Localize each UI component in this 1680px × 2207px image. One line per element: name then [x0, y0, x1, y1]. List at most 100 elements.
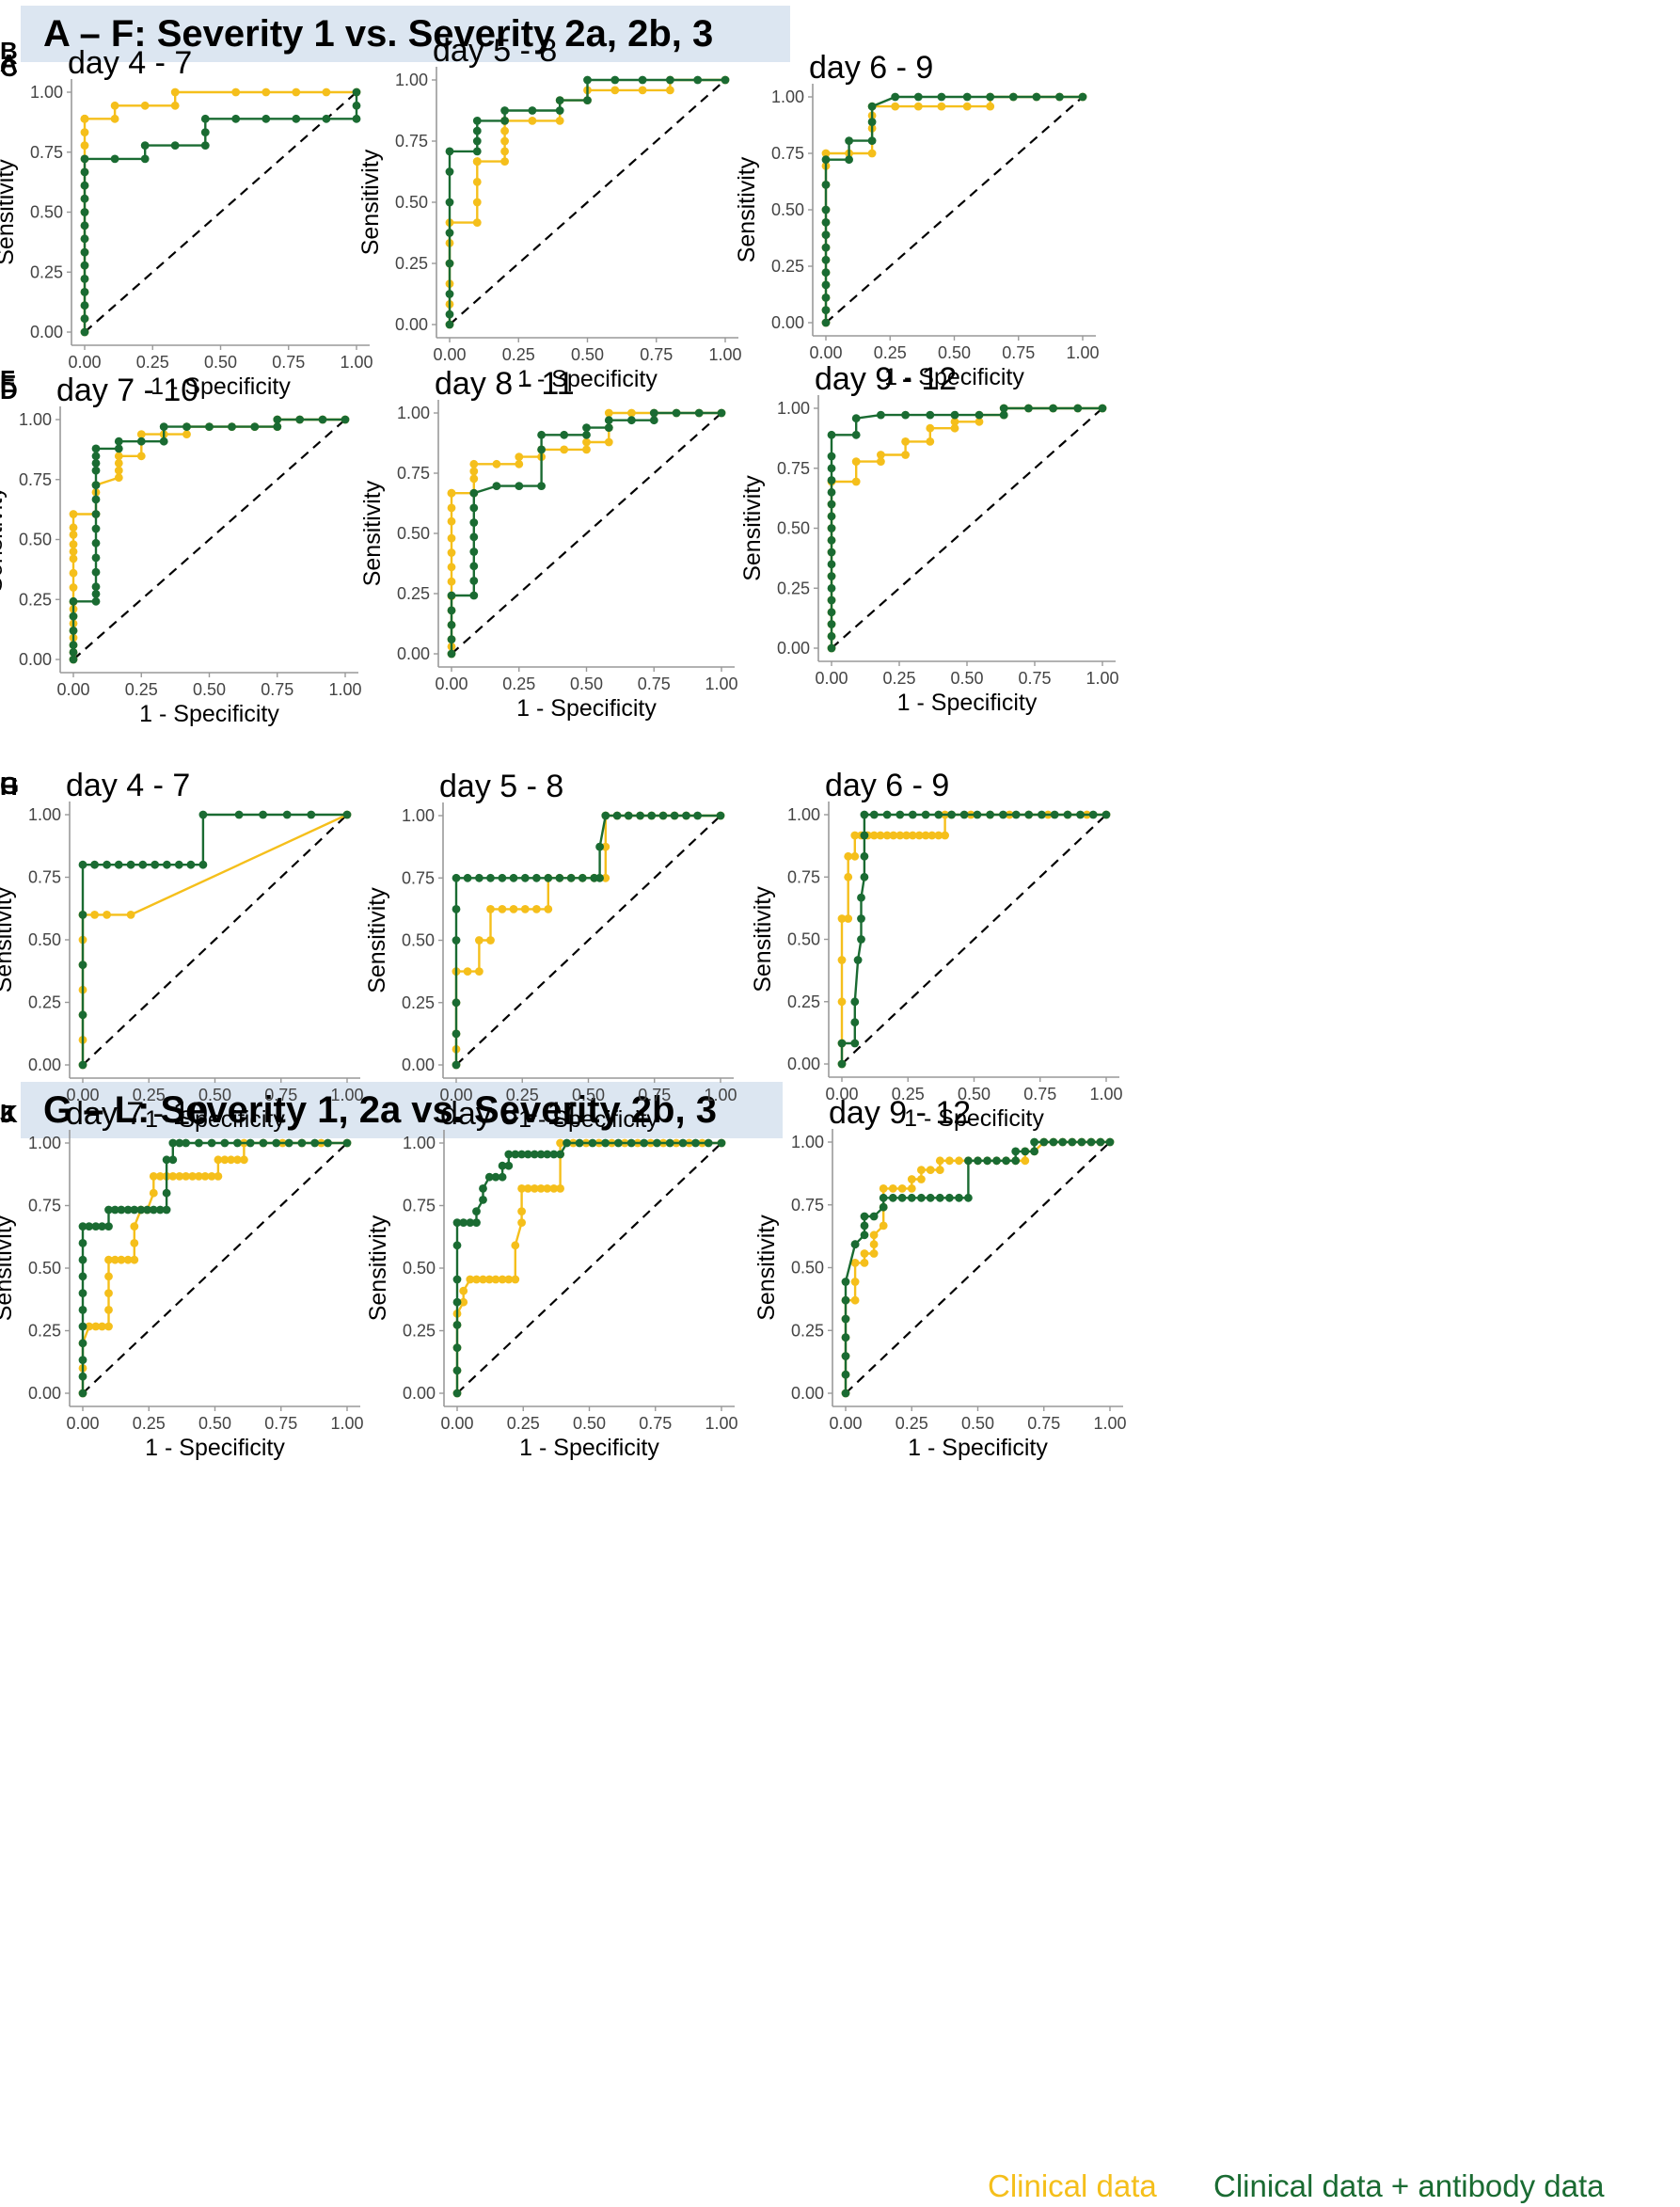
- roc-point-clinical-antibody: [841, 1352, 850, 1360]
- roc-point-clinical: [80, 141, 89, 151]
- roc-point-clinical-antibody: [560, 430, 569, 439]
- x-tick-label: 0.00: [440, 1414, 473, 1433]
- roc-point-clinical: [69, 523, 78, 532]
- roc-point-clinical-antibody: [1098, 404, 1107, 413]
- roc-point-clinical-antibody: [168, 1155, 178, 1165]
- y-tick-label: 0.50: [28, 930, 61, 949]
- x-tick-label: 0.50: [950, 669, 983, 688]
- roc-point-clinical: [322, 87, 331, 97]
- roc-point-clinical: [500, 136, 509, 146]
- roc-point-clinical: [69, 540, 78, 548]
- roc-point-clinical-antibody: [860, 1221, 869, 1231]
- roc-point-clinical: [104, 1289, 113, 1297]
- roc-point-clinical-antibody: [601, 811, 610, 820]
- roc-point-clinical-antibody: [246, 1138, 255, 1148]
- roc-point-clinical-antibody: [582, 423, 591, 432]
- roc-point-clinical-antibody: [821, 205, 831, 214]
- roc-point-clinical-antibody: [636, 811, 644, 820]
- roc-point-clinical-antibody: [891, 92, 900, 102]
- roc-point-clinical-antibody: [162, 1188, 171, 1198]
- roc-point-clinical: [103, 911, 111, 919]
- x-tick-label: 0.75: [272, 353, 305, 372]
- y-tick-label: 0.75: [28, 1197, 61, 1215]
- roc-point-clinical: [544, 905, 553, 913]
- roc-point-clinical-antibody: [447, 620, 456, 629]
- x-tick-label: 0.00: [815, 669, 848, 688]
- roc-point-clinical-antibody: [469, 548, 479, 556]
- roc-point-clinical-antibody: [827, 452, 836, 461]
- x-tick-label: 0.75: [639, 1414, 672, 1433]
- y-tick-label: 1.00: [791, 1133, 824, 1151]
- y-tick-label: 0.00: [787, 1055, 820, 1073]
- roc-point-clinical: [860, 1259, 869, 1267]
- roc-point-clinical-antibody: [447, 591, 456, 600]
- x-tick-label: 0.00: [66, 1086, 99, 1104]
- roc-point-clinical-antibody: [1002, 1156, 1010, 1166]
- panel-letter: D: [0, 376, 18, 405]
- roc-point-clinical-antibody: [78, 1356, 87, 1364]
- roc-point-clinical-antibody: [1055, 92, 1064, 102]
- roc-point-clinical-antibody: [91, 481, 101, 489]
- roc-point-clinical-antibody: [472, 116, 482, 125]
- y-tick-label: 0.00: [403, 1384, 436, 1403]
- roc-point-clinical: [447, 548, 456, 557]
- roc-point-clinical: [986, 102, 995, 111]
- roc-point-clinical: [601, 873, 610, 882]
- roc-point-clinical-antibody: [537, 430, 546, 439]
- roc-point-clinical-antibody: [973, 810, 982, 819]
- roc-point-clinical-antibody: [479, 1196, 487, 1204]
- roc-point-clinical-antibody: [1011, 1156, 1021, 1166]
- roc-point-clinical-antibody: [543, 1150, 552, 1159]
- roc-point-clinical-antibody: [555, 873, 564, 882]
- roc-point-clinical-antibody: [888, 1193, 897, 1202]
- roc-point-clinical-antibody: [926, 1193, 935, 1202]
- y-tick-label: 1.00: [28, 805, 61, 824]
- roc-point-clinical-antibody: [649, 416, 658, 425]
- x-axis-label: 1 - Specificity: [139, 701, 279, 727]
- roc-point-clinical-antibody: [452, 1297, 462, 1307]
- roc-point-clinical-antibody: [907, 1193, 916, 1202]
- y-tick-label: 0.50: [791, 1259, 824, 1278]
- y-tick-label: 1.00: [395, 71, 428, 89]
- roc-point-clinical-antibody: [837, 1039, 847, 1048]
- roc-point-clinical-antibody: [827, 595, 836, 605]
- roc-point-clinical: [517, 1218, 526, 1227]
- roc-point-clinical-antibody: [250, 422, 260, 431]
- roc-point-clinical-antibody: [452, 1218, 462, 1227]
- roc-point-clinical-antibody: [860, 831, 869, 840]
- roc-point-clinical-antibody: [857, 893, 865, 902]
- x-tick-label: 0.25: [506, 1086, 539, 1104]
- roc-point-clinical-antibody: [91, 510, 101, 518]
- roc-point-clinical-antibody: [895, 810, 905, 819]
- reference-diagonal: [841, 814, 1107, 1065]
- y-axis-label: Sensitivity: [359, 480, 386, 586]
- roc-point-clinical-antibody: [665, 1138, 674, 1148]
- roc-point-clinical: [556, 1184, 564, 1193]
- roc-point-clinical-antibody: [445, 147, 454, 156]
- roc-point-clinical-antibody: [821, 306, 831, 314]
- roc-point-clinical-antibody: [498, 1161, 507, 1170]
- x-axis-label: 1 - Specificity: [145, 1435, 285, 1461]
- roc-point-clinical: [110, 101, 119, 110]
- roc-point-clinical: [504, 1275, 514, 1284]
- roc-point-clinical-antibody: [186, 860, 196, 869]
- roc-point-clinical: [549, 1184, 559, 1193]
- roc-point-clinical-antibody: [857, 914, 865, 923]
- roc-point-clinical: [877, 457, 885, 466]
- roc-point-clinical: [182, 1172, 191, 1181]
- roc-point-clinical: [560, 445, 569, 454]
- roc-point-clinical-antibody: [860, 1212, 869, 1221]
- roc-point-clinical-antibody: [162, 1155, 171, 1165]
- roc-point-clinical-antibody: [721, 75, 730, 85]
- roc-point-clinical: [921, 831, 930, 840]
- roc-point-clinical-antibody: [845, 155, 853, 165]
- y-tick-label: 0.50: [787, 930, 820, 949]
- roc-point-clinical-antibody: [463, 873, 472, 882]
- roc-point-clinical: [926, 423, 935, 433]
- x-tick-label: 0.25: [136, 353, 169, 372]
- roc-point-clinical-antibody: [174, 860, 183, 869]
- roc-point-clinical-antibody: [500, 106, 509, 115]
- roc-point-clinical-antibody: [827, 464, 836, 473]
